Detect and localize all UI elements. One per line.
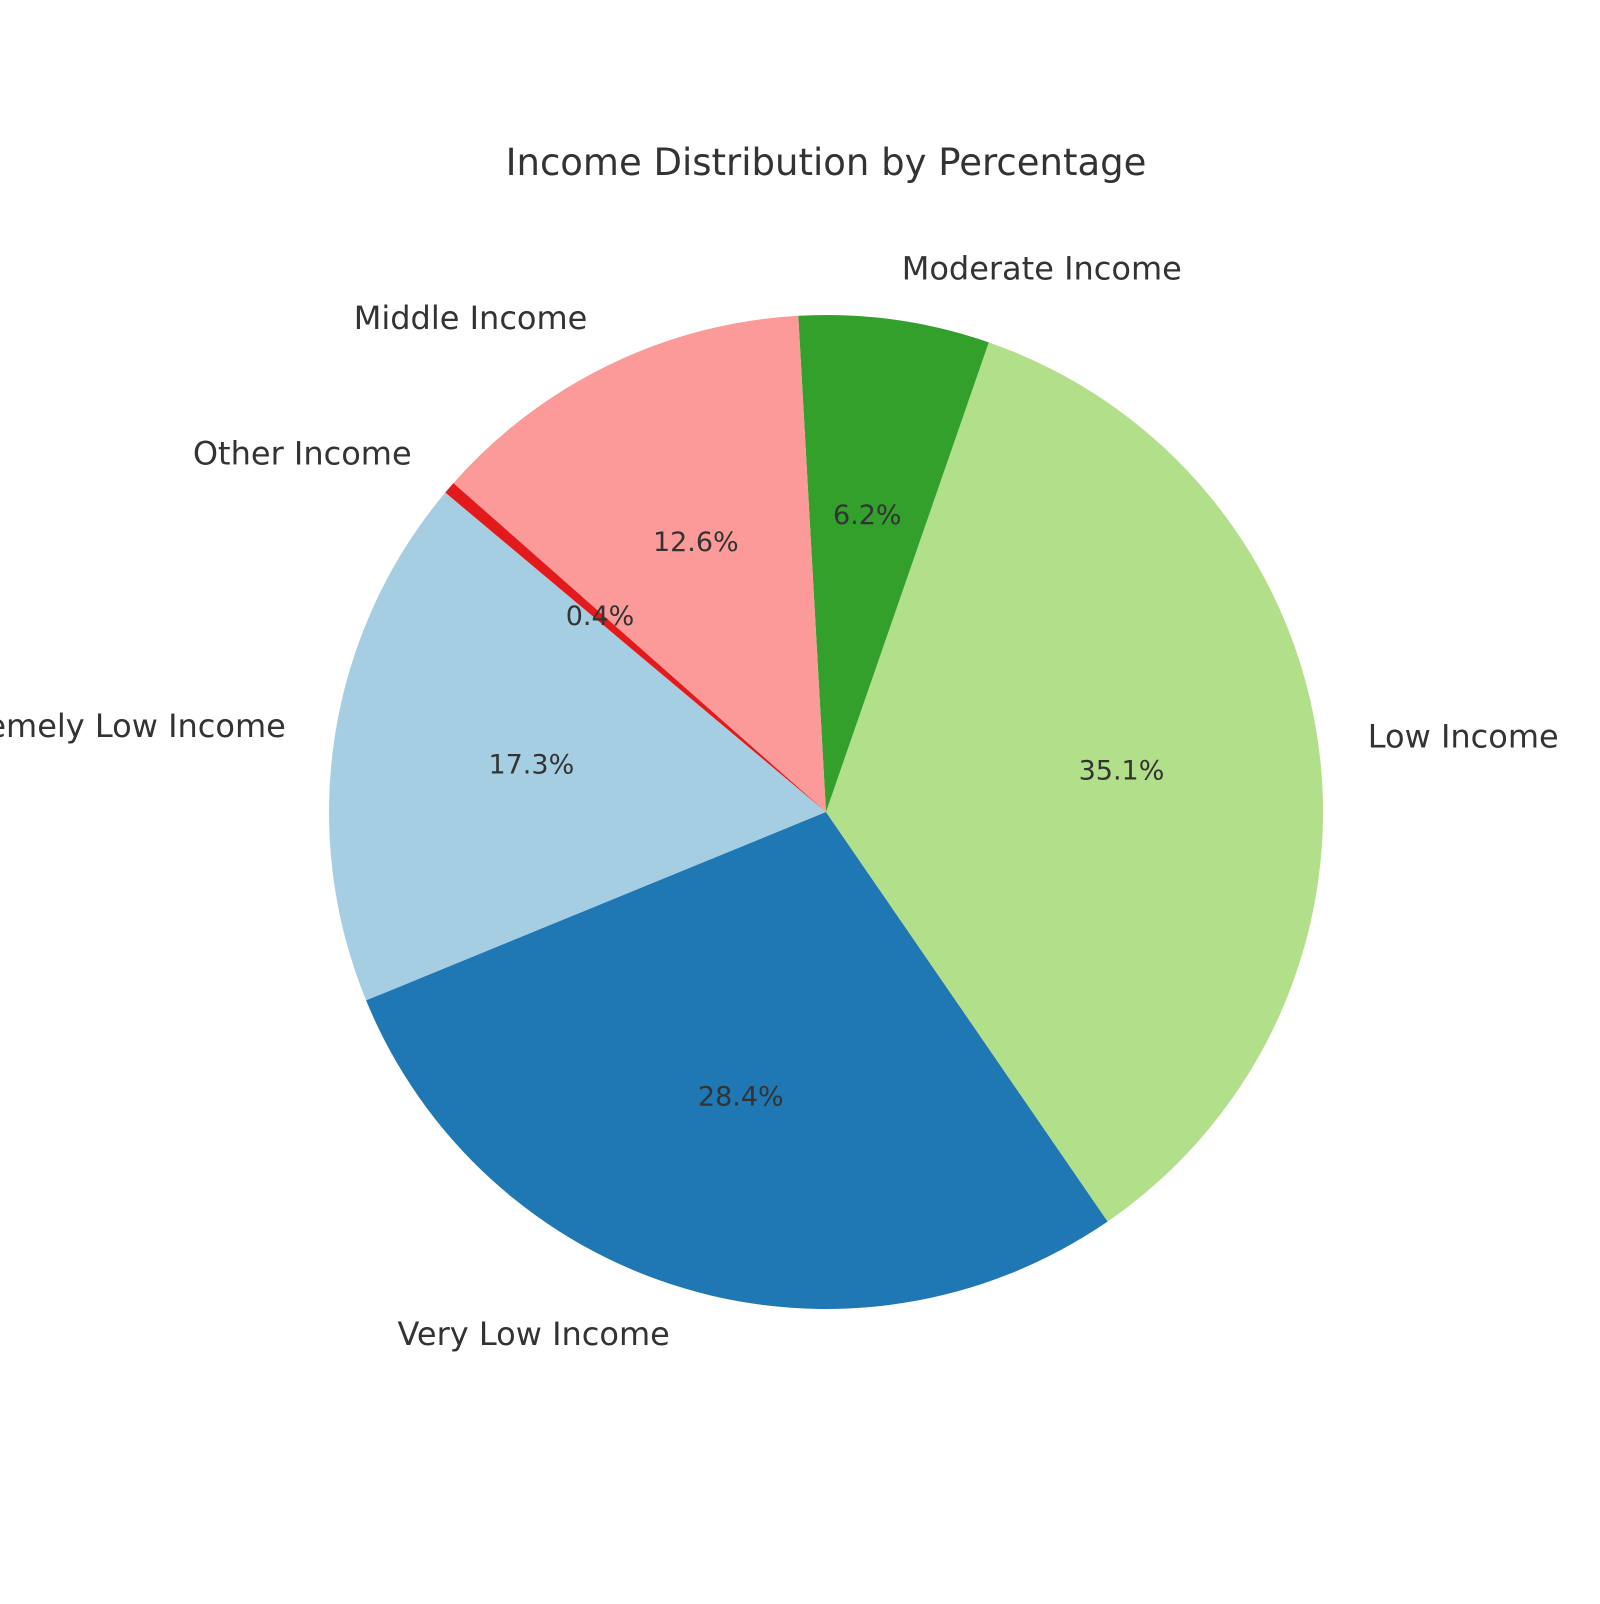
slice-label-low-income: Low Income <box>1368 718 1559 756</box>
slice-percent-other-income: 0.4% <box>566 601 635 632</box>
slice-label-other-income: Other Income <box>193 434 412 472</box>
pie-slice-middle-income <box>453 315 826 812</box>
pie-slice-moderate-income <box>798 314 989 812</box>
pie-slices <box>329 314 1323 1309</box>
slice-percent-extremely-low-income: 17.3% <box>488 750 574 781</box>
pie-slice-low-income <box>826 342 1323 1222</box>
slice-label-middle-income: Middle Income <box>354 299 588 337</box>
slice-label-moderate-income: Moderate Income <box>902 250 1182 288</box>
slice-percent-moderate-income: 6.2% <box>833 500 902 531</box>
slice-label-very-low-income: Very Low Income <box>398 1315 670 1353</box>
pie-slice-very-low-income <box>366 812 1108 1309</box>
pie-slice-other-income <box>445 483 826 812</box>
slice-percent-very-low-income: 28.4% <box>698 1081 784 1112</box>
pie-slice-extremely-low-income <box>329 492 826 1001</box>
pie-labels: Extremely Low Income 17.3% Very Low Income… <box>0 250 1559 1353</box>
slice-percent-middle-income: 12.6% <box>653 527 739 558</box>
slice-label-extremely-low-income: Extremely Low Income <box>0 707 286 745</box>
slice-percent-low-income: 35.1% <box>1079 756 1165 787</box>
chart-title: Income Distribution by Percentage <box>506 141 1147 184</box>
